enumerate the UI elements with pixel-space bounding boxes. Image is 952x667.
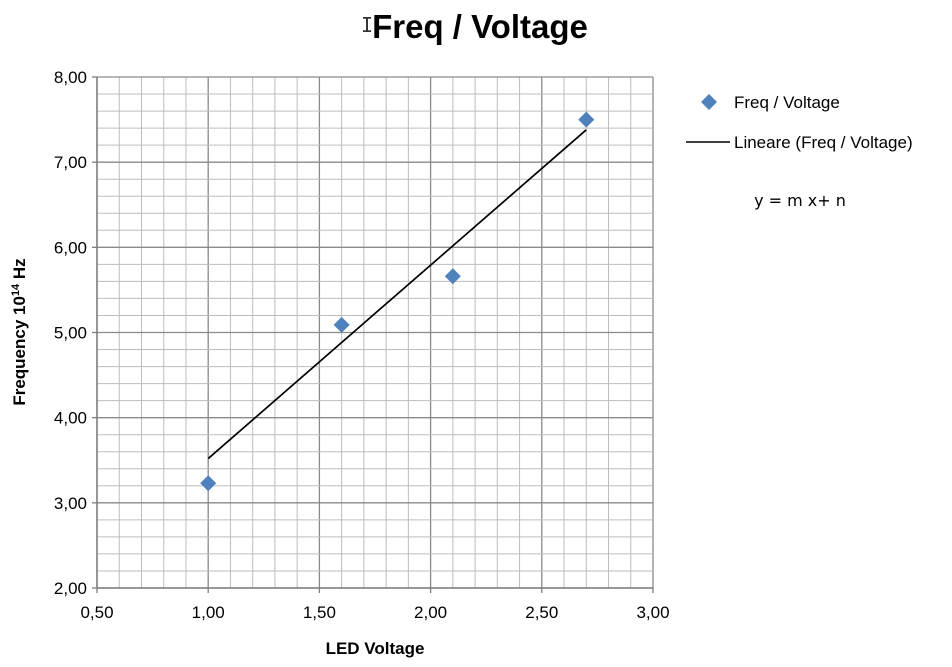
y-axis-label-unit: Hz bbox=[10, 258, 29, 284]
data-point bbox=[333, 316, 350, 333]
data-point bbox=[578, 111, 595, 128]
x-tick-label: 1,00 bbox=[192, 603, 225, 622]
y-tick-label: 5,00 bbox=[54, 324, 87, 343]
data-point bbox=[200, 475, 217, 492]
y-tick-label: 7,00 bbox=[54, 153, 87, 172]
y-tick-label: 4,00 bbox=[54, 409, 87, 428]
y-axis-label-exponent: 14 bbox=[10, 283, 22, 296]
y-tick-label: 2,00 bbox=[54, 579, 87, 598]
grid bbox=[96, 76, 654, 589]
chart-title: Freq / Voltage bbox=[372, 8, 588, 45]
y-tick-label: 3,00 bbox=[54, 494, 87, 513]
axes bbox=[92, 76, 654, 593]
tick-labels: 0,50 1,00 1,50 2,00 2,50 3,00 2,00 3,00 4,00 5,00… bbox=[54, 68, 670, 622]
x-axis-label: LED Voltage bbox=[326, 639, 425, 658]
legend-label-trendline: Lineare (Freq / Voltage) bbox=[734, 133, 913, 152]
x-tick-label: 1,50 bbox=[303, 603, 336, 622]
legend: Freq / Voltage Lineare (Freq / Voltage) bbox=[686, 93, 913, 152]
text-cursor-icon: I bbox=[361, 13, 373, 37]
plot-series bbox=[200, 111, 595, 492]
data-point bbox=[444, 268, 461, 285]
x-tick-label: 0,50 bbox=[80, 603, 113, 622]
legend-diamond-marker bbox=[701, 94, 717, 110]
legend-label-series: Freq / Voltage bbox=[734, 93, 840, 112]
y-axis-label: Frequency 1014 Hz bbox=[10, 258, 29, 405]
x-tick-label: 3,00 bbox=[636, 603, 669, 622]
trendline-equation: y = m x+ n bbox=[754, 191, 846, 210]
x-tick-label: 2,50 bbox=[525, 603, 558, 622]
y-tick-label: 8,00 bbox=[54, 68, 87, 87]
x-tick-label: 2,00 bbox=[414, 603, 447, 622]
trendline bbox=[207, 129, 587, 460]
y-axis-label-base: Frequency 10 bbox=[10, 296, 29, 406]
y-tick-label: 6,00 bbox=[54, 238, 87, 257]
